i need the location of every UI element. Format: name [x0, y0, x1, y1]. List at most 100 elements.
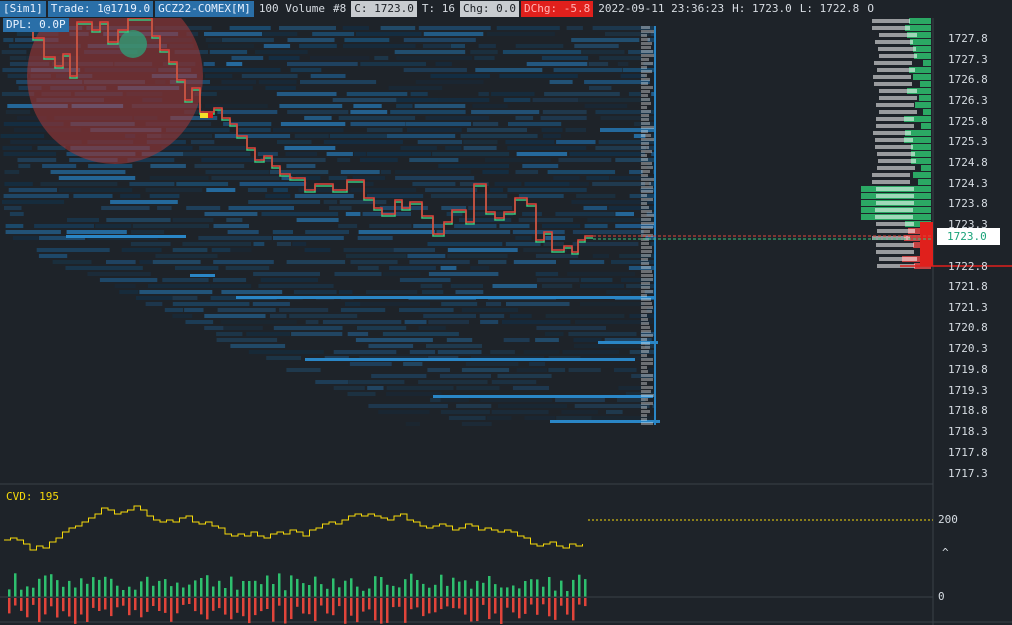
delta-bars	[8, 573, 587, 624]
dom-bar	[905, 221, 931, 227]
delta-bar-sell	[194, 598, 197, 612]
price-axis-label: 1727.3	[948, 53, 988, 66]
heatmap-cell	[600, 128, 655, 132]
delta-bar-sell	[434, 598, 437, 613]
delta-bar-buy	[200, 578, 203, 597]
heatmap-level	[550, 420, 660, 423]
dom-text-mark	[876, 250, 914, 254]
profile-bar	[641, 146, 649, 149]
heatmap-cell	[461, 308, 519, 312]
profile-bar	[641, 102, 651, 105]
delta-bar-sell	[56, 598, 59, 618]
profile-bar	[641, 58, 649, 61]
heatmap-cell	[516, 368, 547, 372]
delta-bar-sell	[134, 598, 137, 611]
heatmap-cell	[505, 242, 541, 246]
heatmap-cell	[441, 302, 478, 306]
delta-bar-sell	[266, 598, 269, 609]
profile-bar	[641, 234, 653, 237]
heatmap-cell	[261, 212, 339, 216]
dom-bar	[920, 81, 931, 87]
delta-bar-sell	[200, 598, 203, 615]
heatmap-cell	[356, 32, 422, 36]
heatmap-cell	[556, 140, 596, 144]
delta-bar-buy	[422, 583, 425, 597]
heatmap-cell	[532, 98, 579, 102]
heatmap-cell	[633, 134, 646, 138]
heatmap-cell	[425, 116, 490, 120]
profile-bar	[641, 402, 653, 405]
heatmap-cell	[621, 278, 655, 282]
status-bar: [Sim1] Trade: 1@1719.0 GCZ22-COMEX[M] 10…	[0, 0, 1012, 18]
heatmap-cell	[399, 278, 451, 282]
heatmap-cell	[463, 140, 498, 144]
profile-bar	[641, 266, 651, 269]
delta-bar-buy	[296, 578, 299, 597]
heatmap-cell	[130, 242, 171, 246]
open-abbrev: O	[867, 2, 874, 15]
delta-bar-buy	[98, 579, 101, 597]
instrument-label[interactable]: GCZ22-COMEX[M]	[155, 1, 254, 17]
delta-bar-buy	[152, 585, 155, 597]
profile-bar	[641, 30, 654, 33]
price-axis-label: 1719.8	[948, 363, 988, 376]
heatmap-cell	[595, 110, 655, 114]
delta-bar-sell	[32, 598, 35, 605]
profile-bar	[641, 274, 653, 277]
cvd-series	[4, 505, 583, 551]
delta-bar-sell	[86, 598, 89, 622]
heatmap-cell	[555, 398, 605, 402]
heatmap-cell	[515, 236, 532, 240]
heatmap-cell	[651, 152, 655, 156]
heatmap-cell	[487, 416, 512, 420]
heatmap-cell	[162, 278, 209, 282]
heatmap-cell	[615, 224, 655, 228]
profile-bar	[641, 230, 650, 233]
delta-bar-buy	[410, 573, 413, 597]
delta-bar-buy	[86, 583, 89, 597]
heatmap-cell	[281, 176, 293, 180]
price-axis-label: 1717.3	[948, 467, 988, 480]
heatmap-cell	[359, 158, 398, 162]
heatmap-cell	[343, 44, 416, 48]
profile-bar	[641, 114, 649, 117]
delta-bar-buy	[194, 580, 197, 597]
delta-bar-sell	[338, 598, 341, 607]
dom-bar	[923, 109, 931, 115]
heatmap-cell	[438, 98, 490, 102]
delta-bar-sell	[476, 598, 479, 622]
dom-text-mark	[879, 257, 917, 261]
heatmap-cell	[338, 224, 358, 228]
dom-bar	[914, 53, 931, 59]
heatmap-cell	[323, 200, 338, 204]
delta-bar-sell	[362, 598, 365, 612]
heatmap-cell	[170, 116, 218, 120]
heatmap-cell	[3, 122, 64, 126]
heatmap-cell	[148, 284, 211, 288]
heatmap-cell	[38, 254, 68, 258]
profile-bar	[641, 354, 647, 357]
heatmap-cell	[628, 50, 655, 54]
profile-bar	[641, 70, 652, 73]
delta-bar-sell	[74, 598, 77, 624]
heatmap-cell	[5, 110, 31, 114]
heatmap-cell	[484, 158, 551, 162]
heatmap-cell	[553, 176, 580, 180]
heatmap-cell	[542, 224, 581, 228]
profile-bar	[641, 290, 653, 293]
delta-bar-sell	[92, 598, 95, 608]
heatmap-cell	[284, 146, 336, 150]
delta-bar-buy	[404, 579, 407, 597]
heatmap-cell	[3, 38, 14, 42]
heatmap-cell	[576, 194, 616, 198]
profile-bar	[641, 38, 650, 41]
heatmap-cell	[1, 50, 27, 54]
account-badge[interactable]: [Sim1]	[0, 1, 46, 17]
dom-text-mark	[876, 124, 914, 128]
heatmap-cell	[549, 80, 573, 84]
heatmap-cell	[272, 230, 293, 234]
heatmap-cell	[568, 368, 601, 372]
profile-bar	[641, 394, 654, 397]
